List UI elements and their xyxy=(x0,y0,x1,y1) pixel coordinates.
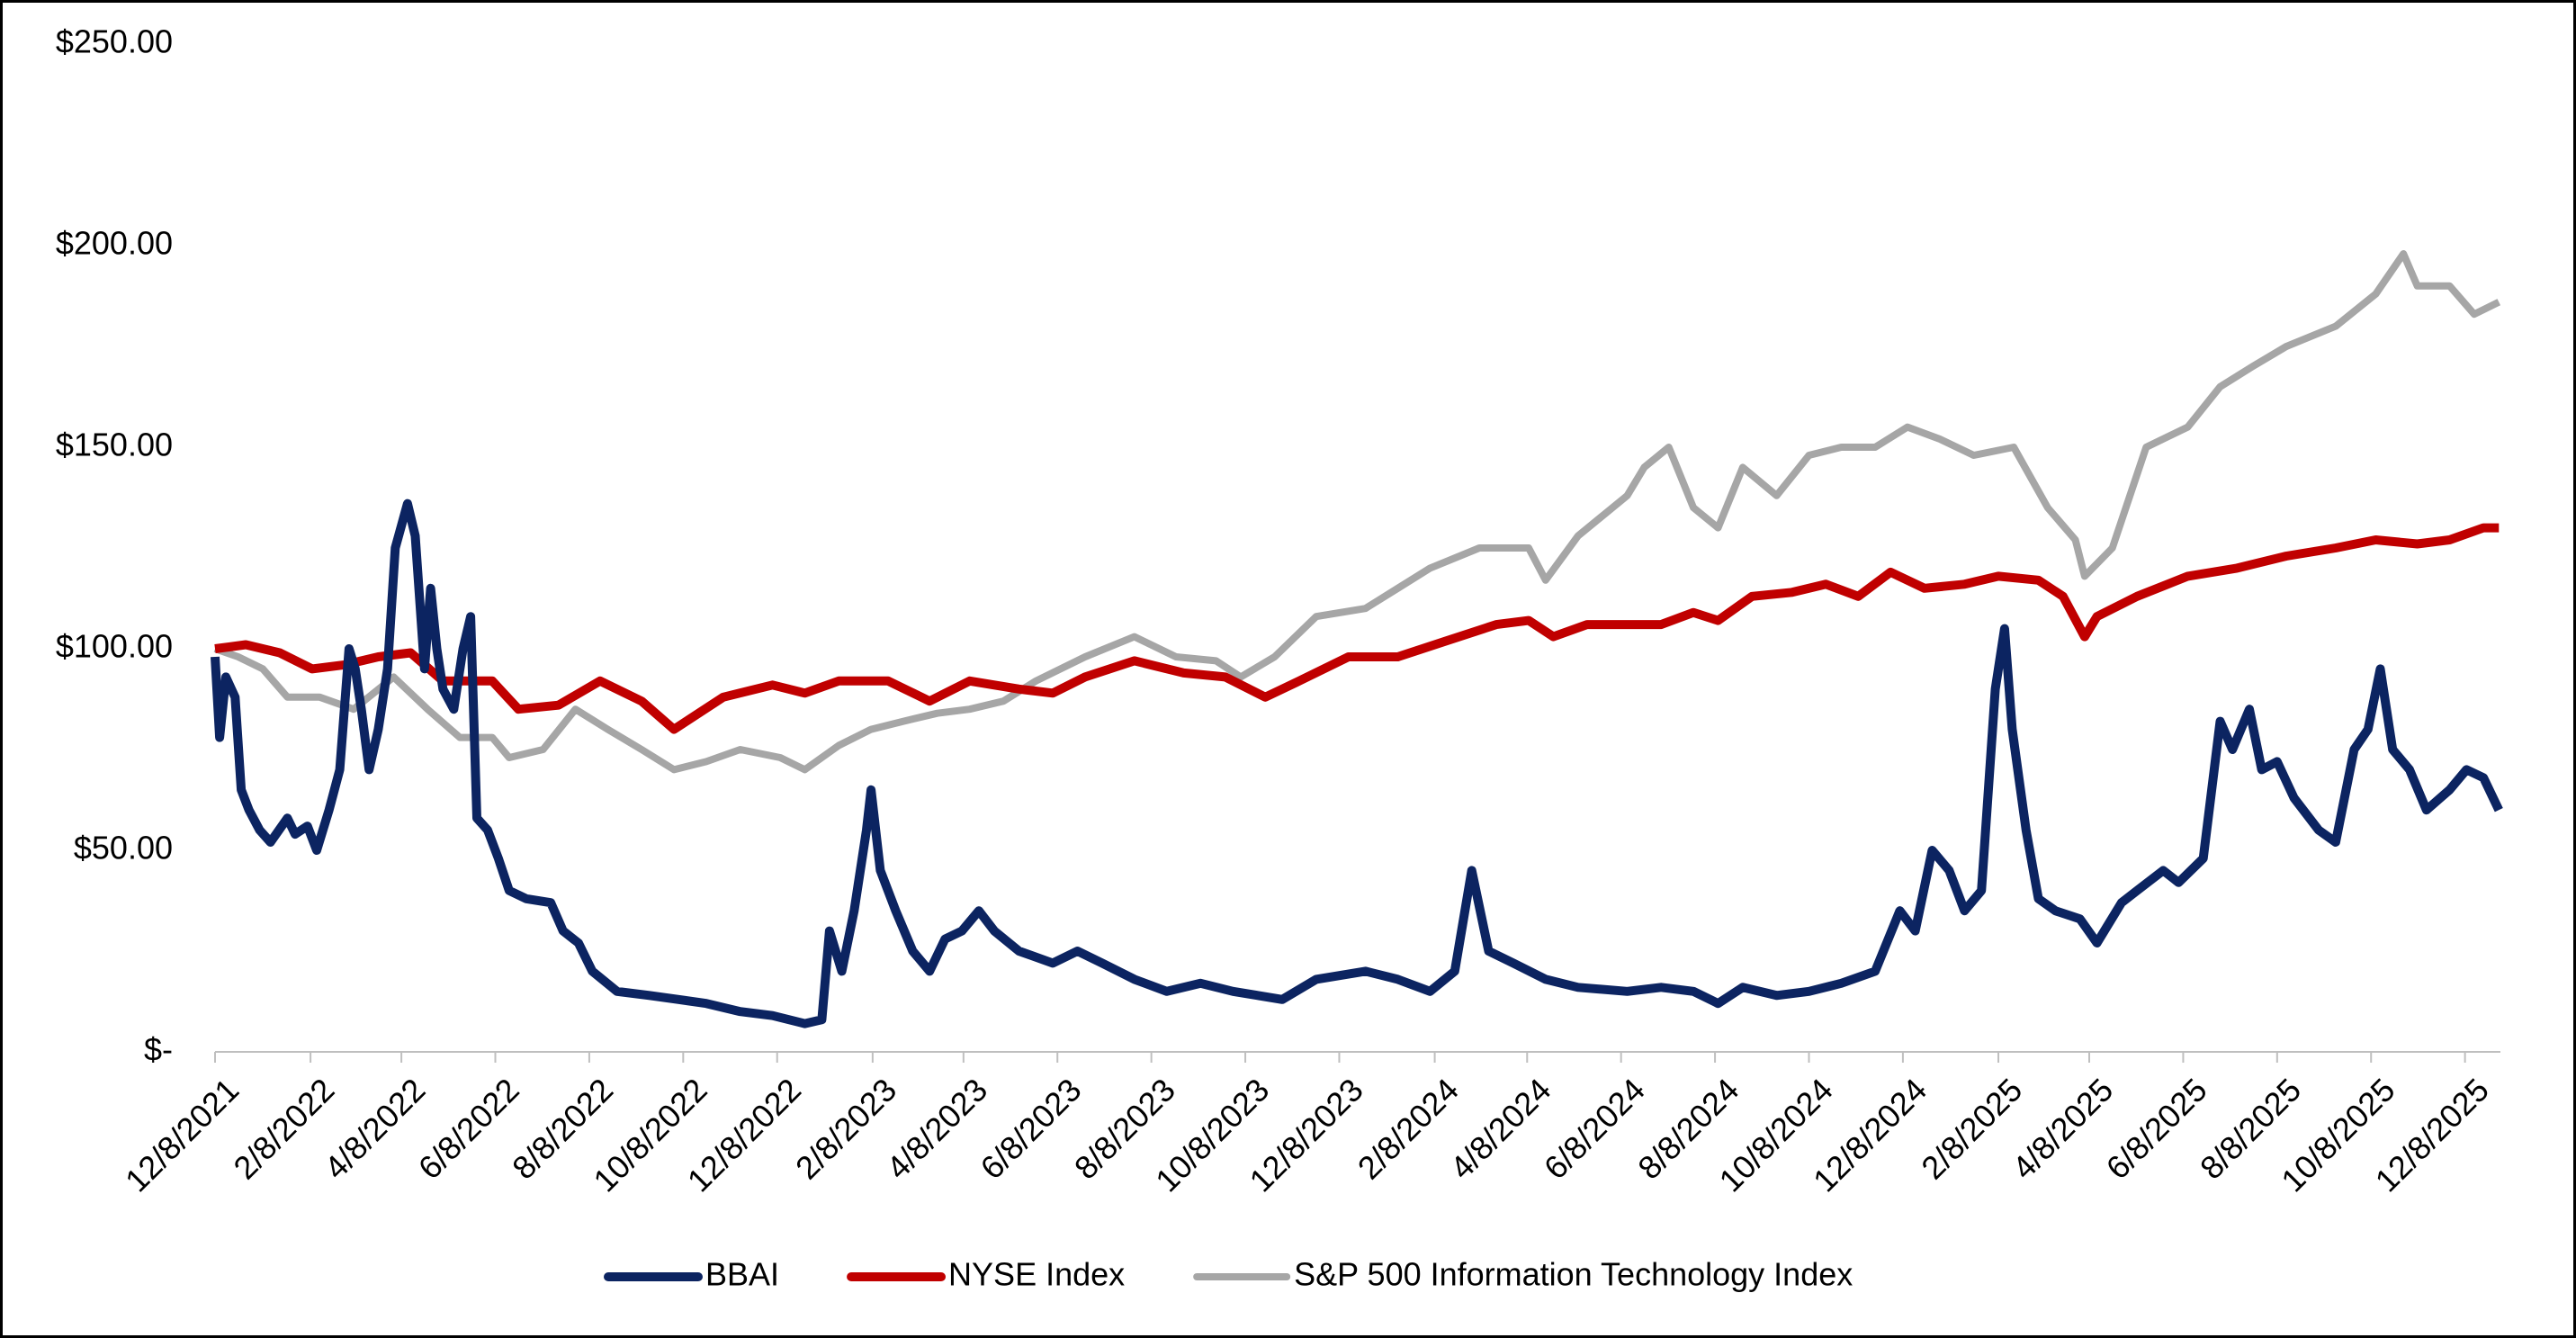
y-tick-label: $250.00 xyxy=(56,23,173,60)
y-tick-label: $150.00 xyxy=(56,427,173,463)
y-tick-label: $50.00 xyxy=(74,830,173,867)
series-line xyxy=(214,523,2500,734)
y-tick-label: $200.00 xyxy=(56,225,173,262)
legend-label: BBAI xyxy=(705,1256,779,1293)
legend-label: NYSE Index xyxy=(948,1256,1125,1293)
series-line xyxy=(213,250,2501,774)
y-tick-label: $- xyxy=(144,1031,173,1068)
legend-label: S&P 500 Information Technology Index xyxy=(1294,1256,1853,1293)
y-tick-label: $100.00 xyxy=(56,628,173,665)
series-line xyxy=(211,498,2503,1028)
